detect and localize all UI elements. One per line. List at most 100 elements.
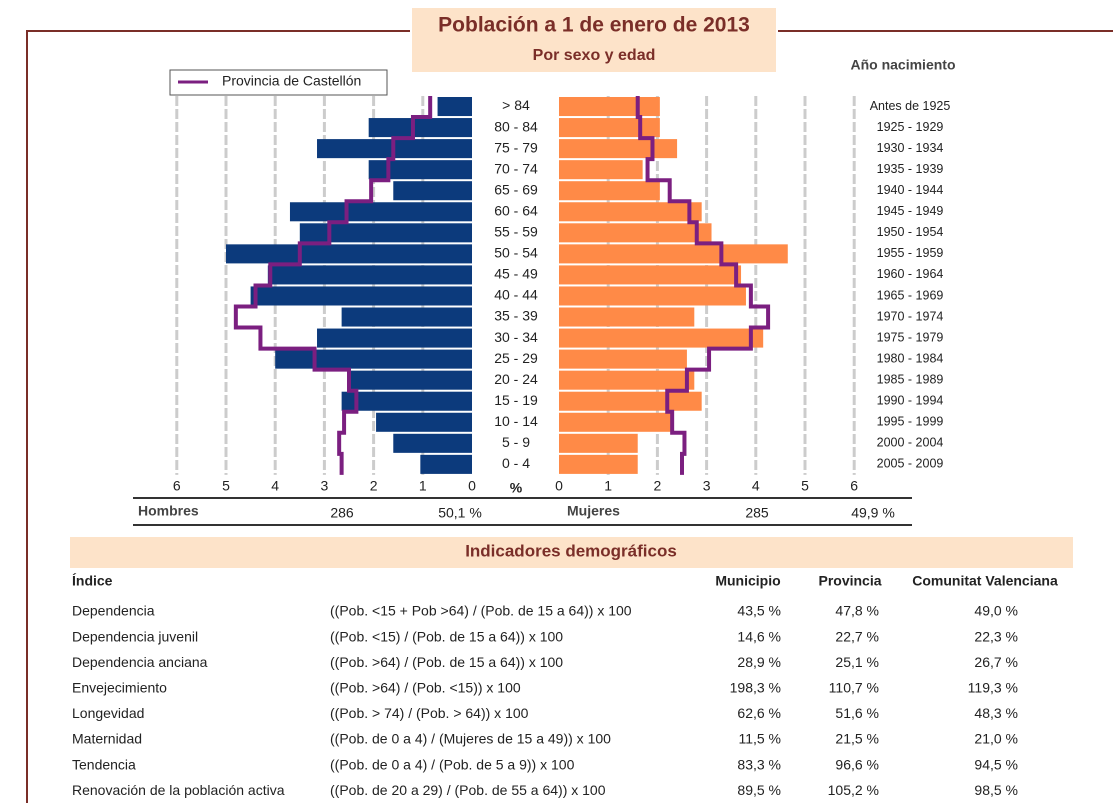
- table-title: Indicadores demográficos: [465, 541, 677, 560]
- table-cell: ((Pob. >64) / (Pob. <15)) x 100: [330, 680, 521, 696]
- table-cell: ((Pob. de 0 a 4) / (Mujeres de 15 a 49))…: [330, 731, 611, 747]
- age-label: 60 - 64: [494, 202, 538, 218]
- bar-mujeres: [559, 412, 673, 432]
- age-label: 45 - 49: [494, 266, 538, 282]
- bar-hombres: [376, 412, 472, 432]
- table-cell: 89,5 %: [737, 782, 781, 798]
- table-cell: Tendencia: [72, 756, 136, 772]
- age-label: 30 - 34: [494, 329, 538, 345]
- bar-hombres: [341, 307, 472, 327]
- table-cell: 26,7 %: [974, 654, 1018, 670]
- age-label: 15 - 19: [494, 392, 538, 408]
- birth-year-label: Antes de 1925: [870, 99, 951, 113]
- age-label: 10 - 14: [494, 413, 538, 429]
- table-cell: 94,5 %: [974, 756, 1018, 772]
- table-cell: 47,8 %: [835, 603, 879, 619]
- birth-year-label: 1990 - 1994: [877, 394, 944, 408]
- bar-mujeres: [559, 286, 746, 306]
- birth-year-label: 1935 - 1939: [877, 162, 944, 176]
- table-cell: 62,6 %: [737, 705, 781, 721]
- summary-percent: 49,9 %: [851, 505, 895, 521]
- table-cell: ((Pob. >64) / (Pob. de 15 a 64)) x 100: [330, 654, 563, 670]
- legend-label: Provincia de Castellón: [222, 73, 361, 89]
- table-header: Provincia: [818, 573, 881, 589]
- age-label: 35 - 39: [494, 308, 538, 324]
- x-tick-label: 5: [222, 478, 230, 494]
- bar-hombres: [437, 97, 472, 117]
- birth-year-label: 1975 - 1979: [877, 330, 944, 344]
- table-cell: Dependencia: [72, 603, 155, 619]
- table-cell: 110,7 %: [829, 680, 879, 696]
- bar-mujeres: [559, 433, 638, 453]
- x-tick-label: 2: [654, 478, 662, 494]
- table-cell: ((Pob. > 74) / (Pob. > 64)) x 100: [330, 705, 529, 721]
- chart-title: Población a 1 de enero de 2013: [438, 14, 750, 37]
- bar-hombres: [368, 160, 472, 180]
- bar-hombres: [341, 391, 472, 411]
- birth-year-label: 2000 - 2004: [877, 436, 944, 450]
- bar-hombres: [226, 244, 472, 264]
- birth-year-label: 2005 - 2009: [877, 457, 944, 471]
- bar-mujeres: [559, 202, 702, 222]
- bar-hombres: [275, 349, 472, 369]
- x-tick-label: 3: [321, 478, 329, 494]
- table-cell: 21,5 %: [835, 731, 879, 747]
- summary-name: Mujeres: [567, 503, 620, 519]
- bar-hombres: [393, 181, 472, 201]
- bar-mujeres: [559, 181, 660, 201]
- summary-name: Hombres: [138, 503, 199, 519]
- birth-year-label: 1945 - 1949: [877, 204, 944, 218]
- bar-mujeres: [559, 454, 638, 474]
- table-header: Municipio: [715, 573, 780, 589]
- summary-count: 285: [745, 505, 769, 521]
- table-cell: Maternidad: [72, 731, 142, 747]
- table-cell: Dependencia juvenil: [72, 628, 198, 644]
- table-cell: ((Pob. de 20 a 29) / (Pob. de 55 a 64)) …: [330, 782, 606, 798]
- age-label: > 84: [502, 97, 530, 113]
- bar-hombres: [289, 202, 472, 222]
- table-cell: 28,9 %: [737, 654, 781, 670]
- x-tick-label: 0: [468, 478, 476, 494]
- table-cell: Longevidad: [72, 705, 144, 721]
- table-title-band: [70, 537, 1073, 568]
- x-tick-label: 5: [801, 478, 809, 494]
- bar-hombres: [299, 223, 472, 243]
- birth-year-label: 1955 - 1959: [877, 246, 944, 260]
- bar-mujeres: [559, 349, 687, 369]
- table-cell: ((Pob. <15 + Pob >64) / (Pob. de 15 a 64…: [330, 603, 632, 619]
- table-cell: 48,3 %: [974, 705, 1018, 721]
- table-cell: ((Pob. de 0 a 4) / (Pob. de 5 a 9)) x 10…: [330, 756, 575, 772]
- province-line: [233, 96, 433, 475]
- table-cell: Dependencia anciana: [72, 654, 208, 670]
- bar-mujeres: [559, 307, 695, 327]
- birth-year-label: 1995 - 1999: [877, 415, 944, 429]
- x-tick-label: 0: [555, 478, 563, 494]
- bar-hombres: [420, 454, 472, 474]
- age-label: 70 - 74: [494, 160, 538, 176]
- table-cell: 21,0 %: [974, 731, 1018, 747]
- bar-hombres: [349, 370, 472, 390]
- x-tick-label: 1: [419, 478, 427, 494]
- bar-mujeres: [559, 265, 742, 285]
- bar-hombres: [368, 118, 472, 138]
- table-cell: Renovación de la población activa: [72, 782, 285, 798]
- birth-year-label: 1940 - 1944: [877, 183, 944, 197]
- summary-percent: 50,1 %: [438, 505, 482, 521]
- table-cell: 49,0 %: [974, 603, 1018, 619]
- table-cell: 105,2 %: [828, 782, 879, 798]
- bar-mujeres: [559, 328, 764, 348]
- title-box: [412, 8, 776, 72]
- bar-mujeres: [559, 244, 788, 264]
- birth-year-label: 1980 - 1984: [877, 351, 944, 365]
- province-line: [635, 96, 771, 475]
- chart-subtitle: Por sexo y edad: [533, 47, 656, 64]
- birth-year-label: 1950 - 1954: [877, 225, 944, 239]
- age-label: 0 - 4: [502, 455, 530, 471]
- age-label: 40 - 44: [494, 287, 538, 303]
- x-axis-label: %: [510, 480, 523, 496]
- table-cell: 83,3 %: [737, 756, 781, 772]
- table-cell: 96,6 %: [835, 756, 879, 772]
- bar-mujeres: [559, 160, 643, 180]
- age-label: 65 - 69: [494, 181, 538, 197]
